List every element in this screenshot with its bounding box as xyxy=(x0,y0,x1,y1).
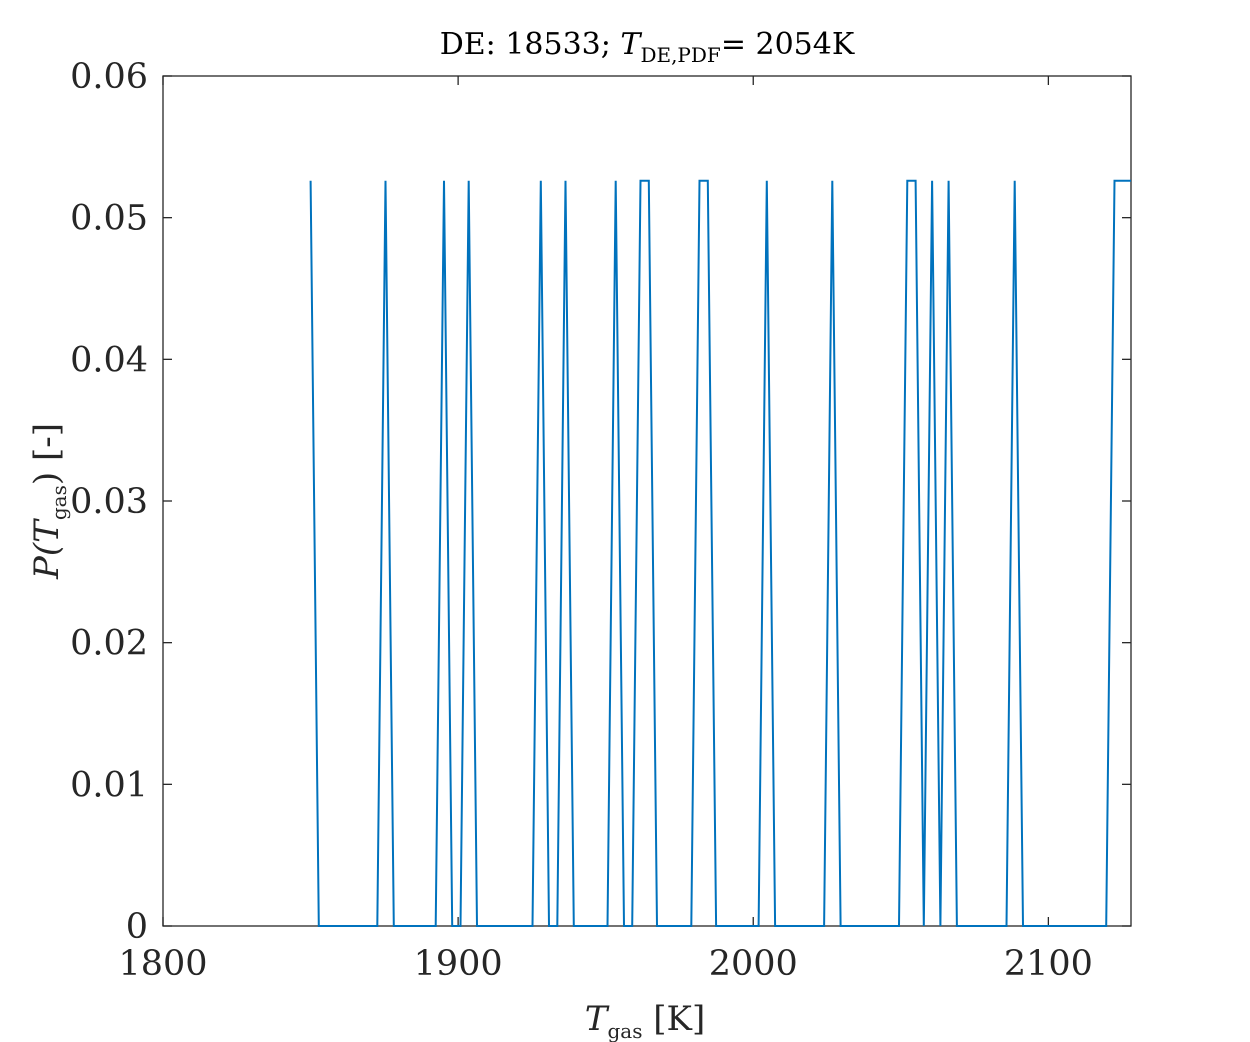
y-axis-label: P(Tgas) [-] xyxy=(27,423,71,580)
series-line xyxy=(309,179,1131,927)
y-axis-label-var: T xyxy=(27,518,67,543)
y-tick-label: 0.04 xyxy=(70,340,148,380)
y-tick-label: 0.01 xyxy=(70,765,148,805)
chart-title-prefix: DE: 18533; xyxy=(440,27,621,62)
y-tick-label: 0.06 xyxy=(70,57,148,97)
chart-title-sub: DE,PDF xyxy=(640,43,720,67)
y-tick-label: 0.05 xyxy=(70,199,148,239)
chart-title-suffix: = 2054K xyxy=(721,27,855,62)
x-axis-label: Tgas [K] xyxy=(585,999,705,1042)
y-ticks: 0 0.01 0.02 0.03 0.04 0.05 0.06 xyxy=(70,57,1131,947)
chart-title-var: T xyxy=(620,27,642,62)
x-tick-label: 2100 xyxy=(1004,944,1093,984)
x-tick-label: 1900 xyxy=(414,944,503,984)
y-tick-label: 0 xyxy=(126,907,148,947)
chart-title: DE: 18533; TDE,PDF= 2054K xyxy=(440,27,855,67)
y-tick-label: 0.03 xyxy=(70,482,148,522)
x-axis-label-suffix: [K] xyxy=(642,999,705,1039)
y-axis-label-p: P( xyxy=(27,542,67,580)
x-tick-label: 2000 xyxy=(709,944,798,984)
plot-area: 1800 1900 2000 2100 0 0.01 0.02 0.03 0.04 0.05 0.… xyxy=(70,57,1132,984)
y-tick-label: 0.02 xyxy=(70,624,148,664)
x-axis-label-sub: gas xyxy=(607,1019,642,1042)
x-tick-label: 1800 xyxy=(118,944,207,984)
x-axis-label-var: T xyxy=(585,999,610,1039)
y-axis-label-suffix: ) [-] xyxy=(27,423,67,485)
y-axis-label-sub: gas xyxy=(47,485,71,520)
axes-box xyxy=(162,75,1132,927)
x-ticks: 1800 1900 2000 2100 xyxy=(118,76,1093,984)
